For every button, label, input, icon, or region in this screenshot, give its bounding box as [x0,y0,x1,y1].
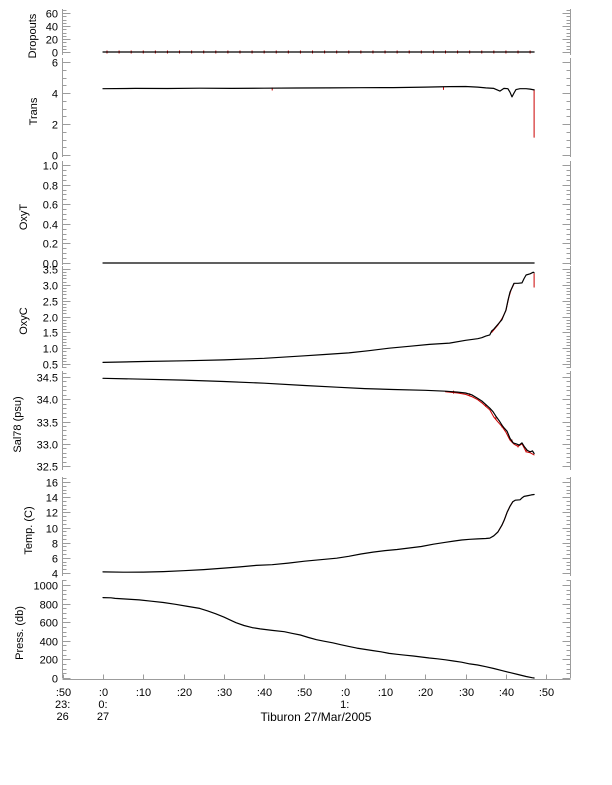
y-tick-label: 400 [40,637,58,649]
trace-sal-raw-descent [445,391,535,456]
y-tick-label: 0 [52,674,58,686]
y-tick-label: 33.0 [37,440,58,452]
x-tick-label: :0 [99,687,108,699]
panel-trans: 0 2 4 6 Trans [28,58,571,163]
trace-temp-line [102,493,535,573]
y-tick-label: 0.0 [43,259,58,271]
x-tick-label: :20 [177,687,192,699]
x-tick-label: :30 [459,687,474,699]
y-tick-label: 3.5 [43,265,58,277]
y-tick-label: 34.0 [37,395,58,407]
panel-ylabel-trans: Trans [28,97,40,125]
trace-sal-line [102,377,535,455]
x-tick-label: :20 [418,687,433,699]
y-tick-label: 2.0 [43,313,58,325]
x-tick-label: :0 [341,687,350,699]
panel-ylabel-temp: Temp. (C) [23,506,35,554]
y-tick-label: 16 [46,478,58,490]
y-tick-label: 3.0 [43,281,58,293]
y-tick-label: 4 [52,569,58,581]
panel-sal: 32.5 33.0 33.5 34.0 34.5 Sal78 (psu) [12,371,571,474]
y-tick-label: 4 [52,89,58,101]
trace-oxyc-line [102,271,535,363]
y-tick-label: 1.5 [43,328,58,340]
y-tick-label: 32.5 [37,462,58,474]
y-tick-label: 1000 [34,581,58,593]
y-tick-label: 6 [52,554,58,566]
y-tick-label: 200 [40,655,58,667]
y-tick-label: 0.8 [43,181,58,193]
y-tick-label: 2.5 [43,297,58,309]
y-tick-label: 33.5 [37,418,58,430]
trace-trans-line [102,85,535,98]
x-axis: :50:0:10:20:30:40:50:0:10:20:30:40:5023:… [55,674,571,723]
y-tick-label: 0.4 [43,220,58,232]
panel-press: 0 200 400 600 800 1000 Press. (db) [14,580,571,686]
y-tick-label: 40 [46,22,58,34]
panel-ylabel-oxyc: OxyC [18,307,30,335]
y-tick-label: 34.5 [37,373,58,385]
x-day-label: 27 [97,711,109,723]
y-tick-label: 1.0 [43,344,58,356]
y-tick-label: 60 [46,9,58,21]
y-tick-label: 8 [52,539,58,551]
panel-oxyt: 0.0 0.2 0.4 0.6 0.8 1.0 OxyT [18,161,571,271]
panel-ylabel-oxyt: OxyT [18,204,30,231]
x-tick-label: :50 [56,687,71,699]
y-tick-label: 10 [46,524,58,536]
y-tick-label: 6 [52,58,58,70]
panel-ylabel-dropouts: Dropouts [27,13,39,58]
y-tick-label: 14 [46,493,58,505]
y-tick-label: 0.2 [43,239,58,251]
x-tick-label: :10 [378,687,393,699]
panel-oxyc: 0.5 1.0 1.5 2.0 2.5 3.0 3.5 OxyC [18,265,571,372]
x-hour-label: 1: [340,699,349,711]
y-tick-label: 0.5 [43,360,58,372]
x-tick-label: :30 [217,687,232,699]
plot-title: Tiburon 27/Mar/2005 [261,710,372,724]
x-tick-label: :50 [539,687,554,699]
panel-ylabel-sal: Sal78 (psu) [12,396,24,452]
y-tick-label: 0 [52,151,58,163]
panel-ylabel-press: Press. (db) [14,606,26,660]
x-day-label: 26 [57,711,69,723]
y-tick-label: 20 [46,35,58,47]
x-hour-label: 23: [55,699,70,711]
trace-press-line [102,596,535,679]
y-tick-label: 800 [40,600,58,612]
y-tick-label: 1.0 [43,161,58,173]
panel-temp: 4 6 8 10 12 14 16 Temp. (C) [23,477,571,581]
y-tick-label: 0.6 [43,200,58,212]
x-tick-label: :50 [297,687,312,699]
y-tick-label: 0 [52,48,58,60]
y-tick-label: 12 [46,508,58,520]
x-tick-label: :40 [499,687,514,699]
y-tick-label: 2 [52,120,58,132]
x-tick-label: :40 [257,687,272,699]
x-tick-label: :10 [136,687,151,699]
x-hour-label: 0: [98,699,107,711]
y-tick-label: 600 [40,618,58,630]
